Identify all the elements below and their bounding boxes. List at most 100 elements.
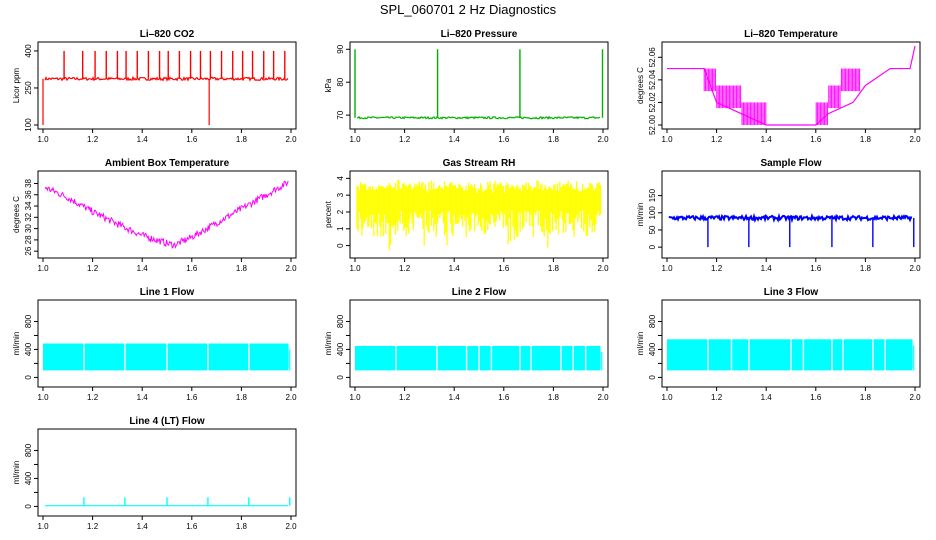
- y-axis-label: kPa: [324, 78, 333, 92]
- data-series: [42, 50, 289, 125]
- panel-5: Gas Stream RH 1.0 1.2 1.4 1.6 1.8 2.0 0 1 2 3 4 perc…: [324, 158, 609, 273]
- x-tick-label: 1.2: [711, 264, 723, 273]
- panel-title: Line 4 (LT) Flow: [129, 416, 205, 427]
- y-tick-label: 3: [336, 192, 345, 197]
- x-tick-label: 1.6: [498, 264, 510, 273]
- x-tick-label: 1.8: [548, 264, 560, 273]
- x-tick-label: 1.2: [399, 135, 411, 144]
- x-tick-label: 2.0: [285, 393, 297, 402]
- x-tick-label: 1.0: [37, 264, 49, 273]
- x-tick-label: 1.6: [186, 393, 198, 402]
- x-tick-label: 1.6: [810, 135, 822, 144]
- x-tick-label: 1.2: [87, 264, 99, 273]
- x-tick-label: 1.2: [87, 522, 99, 531]
- panel-title: Li–820 CO2: [140, 29, 195, 40]
- y-tick-label: 800: [336, 314, 345, 328]
- y-axis-label: percent: [324, 200, 333, 227]
- plot-frame: [661, 299, 921, 388]
- x-tick-label: 1.0: [661, 135, 673, 144]
- y-tick-label: 0: [24, 504, 33, 509]
- y-tick-label: 52.02: [648, 92, 657, 113]
- panel-title: Line 2 Flow: [452, 287, 507, 298]
- x-tick-label: 1.6: [810, 393, 822, 402]
- x-tick-label: 1.2: [711, 135, 723, 144]
- y-tick-label: 400: [648, 342, 657, 356]
- plot-frame: [37, 41, 297, 130]
- x-tick-label: 1.4: [137, 393, 149, 402]
- y-tick-label: 250: [24, 81, 33, 95]
- panel-3: Li–820 Temperature 1.0 1.2 1.4 1.6 1.8 2.0 52.0…: [636, 29, 921, 144]
- y-tick-label: 26: [24, 246, 33, 255]
- x-tick-label: 1.6: [186, 264, 198, 273]
- x-tick-label: 1.0: [661, 393, 673, 402]
- y-tick-label: 100: [24, 118, 33, 132]
- x-tick-label: 1.4: [137, 522, 149, 531]
- y-tick-label: 30: [24, 224, 33, 233]
- y-tick-label: 0: [648, 244, 657, 249]
- x-tick-label: 2.0: [597, 264, 609, 273]
- x-tick-label: 1.0: [37, 522, 49, 531]
- y-tick-label: 28: [24, 235, 33, 244]
- y-tick-label: 2: [336, 209, 345, 214]
- data-series: [354, 49, 604, 120]
- y-tick-label: 0: [648, 375, 657, 380]
- data-band: [667, 339, 913, 371]
- y-tick-label: 32: [24, 212, 33, 221]
- y-axis-label: ml/min: [636, 203, 645, 227]
- x-tick-label: 1.4: [449, 135, 461, 144]
- y-tick-label: 70: [336, 110, 345, 119]
- y-tick-label: 50: [648, 225, 657, 234]
- panel-2: Li–820 Pressure 1.0 1.2 1.4 1.6 1.8 2.0 70 80 90 k…: [324, 29, 609, 144]
- data-line: [44, 75, 289, 83]
- x-tick-label: 1.4: [137, 264, 149, 273]
- y-axis-label: degrees C: [12, 196, 21, 233]
- panel-title: Sample Flow: [760, 158, 821, 169]
- x-tick-label: 1.4: [761, 264, 773, 273]
- y-tick-label: 800: [24, 314, 33, 328]
- y-tick-label: 800: [24, 443, 33, 457]
- x-tick-label: 1.0: [37, 135, 49, 144]
- data-series: [45, 497, 291, 507]
- plot-frame: [661, 41, 921, 130]
- y-tick-label: 34: [24, 201, 33, 210]
- plot-frame: [37, 299, 297, 388]
- x-tick-label: 1.0: [349, 264, 361, 273]
- x-tick-label: 2.0: [285, 522, 297, 531]
- plot-frame: [349, 41, 609, 130]
- x-tick-label: 1.8: [860, 393, 872, 402]
- data-band: [43, 343, 289, 371]
- y-tick-label: 150: [648, 188, 657, 202]
- plot-frame: [349, 170, 609, 259]
- x-tick-label: 1.6: [498, 135, 510, 144]
- x-tick-label: 1.0: [349, 393, 361, 402]
- y-tick-label: 400: [336, 342, 345, 356]
- plot-frame: [37, 170, 297, 259]
- x-tick-label: 1.8: [236, 264, 248, 273]
- y-tick-label: 0: [336, 243, 345, 248]
- x-tick-label: 1.8: [548, 135, 560, 144]
- y-tick-label: 4: [336, 176, 345, 181]
- panel-title: Li–820 Pressure: [441, 29, 518, 40]
- x-tick-label: 1.8: [236, 522, 248, 531]
- y-axis-label: ml/min: [324, 332, 333, 356]
- x-tick-label: 1.4: [449, 264, 461, 273]
- x-tick-label: 1.0: [37, 393, 49, 402]
- y-tick-label: 400: [24, 342, 33, 356]
- plot-frame: [349, 299, 609, 388]
- panel-title: Ambient Box Temperature: [105, 158, 230, 169]
- y-tick-label: 52.00: [648, 114, 657, 135]
- panel-title: Gas Stream RH: [443, 158, 516, 169]
- y-tick-label: 36: [24, 190, 33, 199]
- data-band: [355, 345, 601, 371]
- x-tick-label: 2.0: [909, 393, 921, 402]
- y-tick-label: 1: [336, 226, 345, 231]
- y-tick-label: 100: [648, 206, 657, 220]
- x-tick-label: 1.8: [236, 393, 248, 402]
- panel-8: Line 2 Flow 1.0 1.2 1.4 1.6 1.8 2.0 0 400 800ml/m…: [324, 287, 609, 402]
- y-tick-label: 52.04: [648, 69, 657, 90]
- data-series: [43, 341, 291, 372]
- data-series: [667, 45, 916, 126]
- data-line: [668, 212, 913, 224]
- panel-title: Line 3 Flow: [764, 287, 819, 298]
- y-axis-label: Licor ppm: [12, 68, 21, 103]
